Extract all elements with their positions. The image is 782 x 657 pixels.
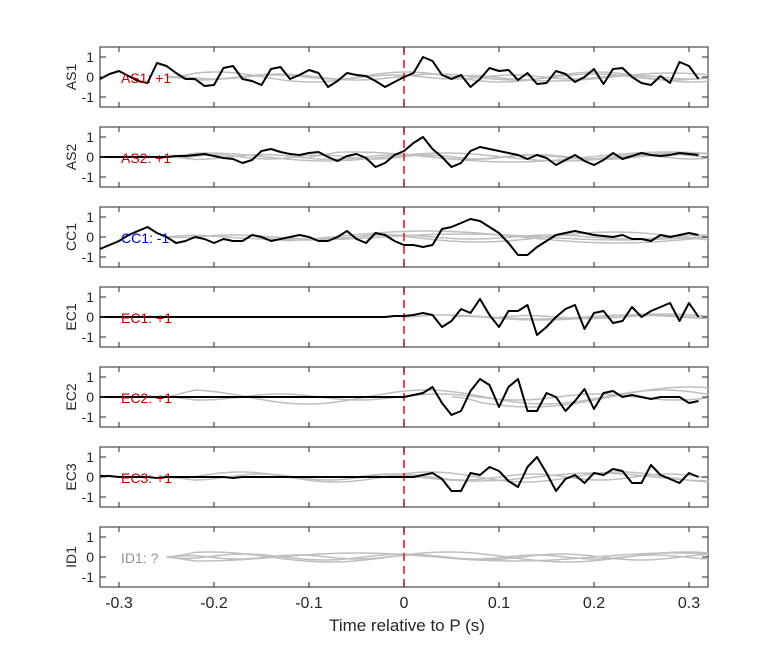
panel-as1: -1 0 1 AS1 AS1: +1 <box>63 46 709 108</box>
main-trace <box>99 218 699 256</box>
background-trace-4 <box>356 231 709 243</box>
y-tick-label: 0 <box>86 149 94 165</box>
panel-label: EC2: +1 <box>121 390 172 406</box>
y-tick-label: -1 <box>82 89 95 105</box>
y-tick-label: 0 <box>86 389 94 405</box>
background-trace-1 <box>166 471 709 483</box>
x-tick-label: -0.2 <box>200 595 228 612</box>
background-trace-2 <box>451 386 709 408</box>
y-tick-label: 0 <box>86 229 94 245</box>
x-tick-label: 0 <box>400 595 409 612</box>
panel-ec2: -1 0 1 EC2 EC2: +1 <box>63 366 709 428</box>
panel-as2: -1 0 1 AS2 AS2: +1 <box>63 126 709 188</box>
main-trace <box>100 136 699 168</box>
y-tick-label: 1 <box>86 209 94 225</box>
x-tick-label: -0.1 <box>295 595 323 612</box>
panel-id1: -1 0 1 ID1 ID1: ? <box>63 526 709 588</box>
y-tick-label: 1 <box>86 129 94 145</box>
background-trace-2 <box>166 473 709 481</box>
y-tick-label: 1 <box>86 529 94 545</box>
x-tick-labels: -0.3 -0.2 -0.1 0 0.1 0.2 0.3 <box>105 595 700 612</box>
x-tick-label: 0.2 <box>583 595 605 612</box>
background-trace-4 <box>166 554 709 560</box>
y-tick-label: 1 <box>86 289 94 305</box>
y-tick-label: 1 <box>86 49 94 65</box>
x-tick-label: 0.1 <box>488 595 510 612</box>
y-axis-label: CC1 <box>63 223 79 251</box>
background-traces <box>166 71 709 83</box>
panel-ec3: -1 0 1 EC3 EC3: +1 <box>63 446 709 508</box>
panel-ec1: -1 0 1 EC1 EC1: +1 <box>63 286 709 348</box>
y-tick-label: 0 <box>86 549 94 565</box>
y-axis-label: ID1 <box>63 546 79 568</box>
y-axis-label: EC3 <box>63 463 79 490</box>
y-tick-label: 1 <box>86 369 94 385</box>
background-trace-1 <box>166 233 709 241</box>
y-tick-label: -1 <box>82 409 95 425</box>
main-trace <box>100 298 700 336</box>
main-trace <box>100 378 699 416</box>
panel-label: CC1: -1 <box>121 230 169 246</box>
x-tick-label: -0.3 <box>105 595 133 612</box>
panel-label: ID1: ? <box>121 550 159 566</box>
y-tick-label: 0 <box>86 469 94 485</box>
background-traces <box>166 551 709 563</box>
main-trace <box>100 456 699 492</box>
background-trace-3 <box>166 74 709 80</box>
panel-label: EC3: +1 <box>121 470 172 486</box>
y-tick-label: -1 <box>82 569 95 585</box>
x-axis-label: Time relative to P (s) <box>329 616 485 635</box>
background-trace-3 <box>498 314 709 320</box>
y-tick-label: 1 <box>86 449 94 465</box>
y-tick-label: -1 <box>82 489 95 505</box>
y-tick-label: -1 <box>82 329 95 345</box>
y-tick-label: -1 <box>82 249 95 265</box>
panels-group: -1 0 1 AS1 AS1: +1 -1 0 1 AS2 AS2: +1 -1 0 1 CC1 CC1: … <box>63 46 709 612</box>
main-trace <box>99 56 700 88</box>
panel-label: AS1: +1 <box>121 70 171 86</box>
y-tick-label: 0 <box>86 69 94 85</box>
y-axis-label: AS1 <box>63 64 79 91</box>
y-axis-label: AS2 <box>63 144 79 171</box>
y-tick-label: 0 <box>86 309 94 325</box>
y-tick-label: -1 <box>82 169 95 185</box>
panel-label: AS2: +1 <box>121 150 171 166</box>
panel-cc1: -1 0 1 CC1 CC1: -1 <box>63 206 709 268</box>
panel-label: EC1: +1 <box>121 310 172 326</box>
y-axis-label: EC2 <box>63 383 79 410</box>
y-axis-label: EC1 <box>63 303 79 330</box>
background-trace-2 <box>261 230 709 244</box>
x-tick-label: 0.3 <box>678 595 700 612</box>
